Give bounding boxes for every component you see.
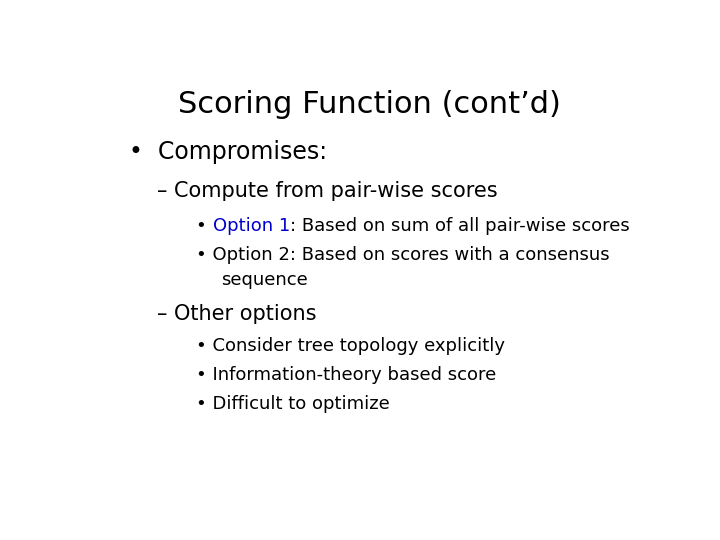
Text: Scoring Function (cont’d): Scoring Function (cont’d) xyxy=(178,90,560,119)
Text: • Consider tree topology explicitly: • Consider tree topology explicitly xyxy=(196,337,505,355)
Text: : Based on sum of all pair-wise scores: : Based on sum of all pair-wise scores xyxy=(289,217,629,234)
Text: • Option 2: Based on scores with a consensus: • Option 2: Based on scores with a conse… xyxy=(196,246,610,264)
Text: – Compute from pair-wise scores: – Compute from pair-wise scores xyxy=(157,181,498,201)
Text: • Information-theory based score: • Information-theory based score xyxy=(196,366,496,384)
Text: – Other options: – Other options xyxy=(157,304,317,324)
Text: •  Compromises:: • Compromises: xyxy=(129,140,327,164)
Text: • Difficult to optimize: • Difficult to optimize xyxy=(196,395,390,413)
Text: •: • xyxy=(196,217,212,234)
Text: sequence: sequence xyxy=(221,271,308,288)
Text: Option 1: Option 1 xyxy=(212,217,289,234)
